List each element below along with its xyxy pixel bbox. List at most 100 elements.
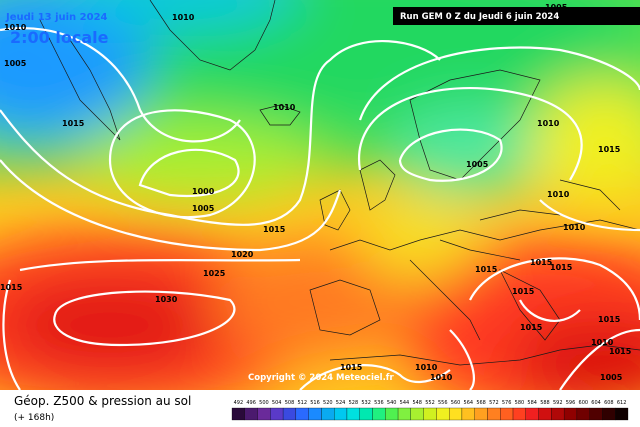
isobar-label: 1005 [192,204,215,213]
colorbar-label: 536 [374,400,384,406]
colorbar-label: 532 [361,400,371,406]
isobar-label: 1005 [4,59,27,68]
isobar-label: 1020 [231,250,254,259]
isobar-label: 1030 [155,295,178,304]
colorbar-label: 584 [527,400,537,406]
isobar-label: 1015 [609,347,632,356]
colorbar-swatch [449,407,463,421]
isobar-label: 1010 [415,363,438,372]
isobar-label: 1010 [563,223,586,232]
isobar-label: 1015 [263,225,286,234]
isobar-label: 1010 [430,373,453,382]
isobar-label: 1015 [550,263,573,272]
colorbar-label: 596 [566,400,576,406]
colorbar-swatch [436,407,450,421]
isobar-label: 1010 [172,13,195,22]
isobar-label: 1010 [4,23,27,32]
isobar-label: 1015 [520,323,543,332]
colorbar-label: 548 [412,400,422,406]
colorbar-label: 592 [553,400,563,406]
colorbar-swatch [423,407,437,421]
isobar-label: 1010 [537,119,560,128]
colorbar-swatch [602,407,616,421]
colorbar-swatch [244,407,258,421]
colorbar-label: 600 [579,400,589,406]
isobars [0,27,640,390]
isobar-label: 1010 [547,190,570,199]
isobar-label: 1025 [203,269,226,278]
isobar-label: 1010 [591,338,614,347]
isobar-label: 1010 [273,103,296,112]
colorbar-swatch [359,407,373,421]
colorbar-swatch [334,407,348,421]
isobar-label: 1000 [192,187,215,196]
isobar-label: 1015 [512,287,535,296]
colorbar-label: 544 [400,400,410,406]
colorbar-swatch [512,407,526,421]
colorbar-label: 612 [617,400,627,406]
colorbar-label: 492 [234,400,244,406]
colorbar-swatch [474,407,488,421]
colorbar-label: 556 [438,400,448,406]
colorbar-swatch [551,407,565,421]
colorbar-swatch [500,407,514,421]
coastlines [39,0,640,366]
colorbar-swatch [385,407,399,421]
isobar-label: 1015 [598,145,621,154]
colorbar: 492 496 500 504 508 512 516 520 524 528 532 536 540 5… [231,400,629,421]
colorbar-swatch [308,407,322,421]
colorbar-label: 568 [476,400,486,406]
colorbar-label: 500 [259,400,269,406]
colorbar-label: 540 [387,400,397,406]
isobar-label: 1005 [600,373,623,382]
colorbar-swatch [257,407,271,421]
colorbar-swatch [563,407,578,421]
colorbar-label: 496 [246,400,256,406]
colorbar-label: 588 [540,400,550,406]
colorbar-label: 504 [272,400,282,406]
time-label: 2:00 locale [10,28,109,47]
colorbar-swatch [321,407,335,421]
colorbar-swatch [295,407,309,421]
colorbar-label: 508 [285,400,295,406]
colorbar-label: 520 [323,400,333,406]
colorbar-swatch [372,407,386,421]
isobar-label: 1015 [530,258,553,267]
date-label: Jeudi 13 juin 2024 [5,12,108,23]
colorbar-swatch [410,407,424,421]
isobar-label: 1005 [466,160,489,169]
isobar-label: 1015 [62,119,85,128]
colorbar-swatch [576,407,590,421]
colorbar-label: 516 [310,400,320,406]
run-banner [393,7,640,25]
colorbar-label: 580 [515,400,525,406]
colorbar-label: 552 [425,400,435,406]
footer-title: Géop. Z500 & pression au sol [14,394,191,408]
colorbar-label: 608 [604,400,614,406]
colorbar-swatch [346,407,360,421]
colorbar-label: 604 [591,400,601,406]
colorbar-swatch [589,407,603,421]
isobar-label: 1015 [0,283,23,292]
isobar-label: 1015 [475,265,498,274]
colorbar-swatch [282,407,297,421]
colorbar-label: 528 [349,400,359,406]
colorbar-swatch [461,407,475,421]
isobar-label: 1015 [598,315,621,324]
colorbar-swatch [397,407,411,421]
colorbar-swatch [231,407,245,421]
colorbar-swatch [615,407,629,421]
footer-lead: (+ 168h) [14,413,54,423]
colorbar-label: 572 [489,400,499,406]
colorbar-label: 524 [336,400,346,406]
run-label: Run GEM 0 Z du Jeudi 6 juin 2024 [400,12,559,22]
colorbar-swatch [538,407,552,421]
colorbar-swatch [270,407,284,421]
colorbar-label: 576 [502,400,512,406]
colorbar-swatch [487,407,501,421]
isobar-label: 1015 [340,363,363,372]
copyright: Copyright © 2024 Meteociel.fr [248,373,394,383]
colorbar-swatch [525,407,539,421]
colorbar-label: 512 [297,400,307,406]
